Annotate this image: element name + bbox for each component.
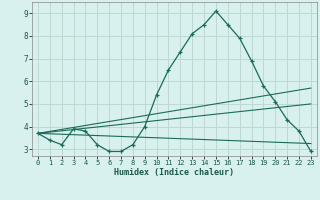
X-axis label: Humidex (Indice chaleur): Humidex (Indice chaleur) [115,168,234,177]
